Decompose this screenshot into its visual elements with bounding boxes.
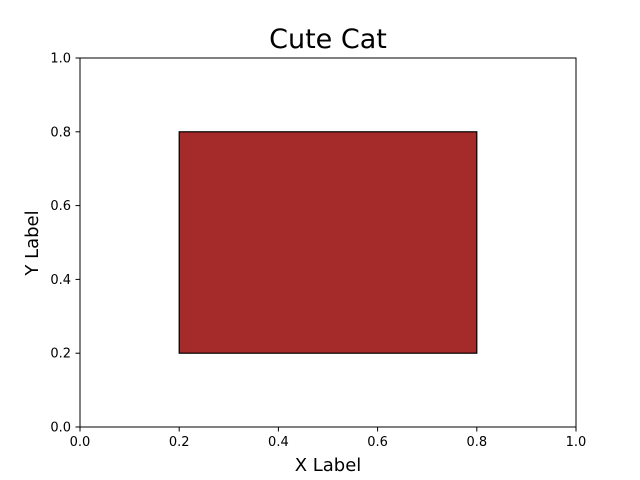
x-axis-label: X Label [295, 455, 362, 476]
y-tick-label: 0.0 [50, 421, 71, 436]
y-tick-label: 0.6 [50, 199, 71, 214]
y-tick-label: 1.0 [50, 52, 71, 67]
y-axis-label: Y Label [22, 210, 43, 276]
x-tick-label: 0.6 [367, 435, 388, 450]
y-tick-label: 0.4 [50, 273, 71, 288]
plot-area: 0.0 0.2 0.4 0.6 0.8 1.0 0.0 0.2 0.4 0.6 0.8 1.0 [50, 52, 586, 451]
axes-frame [79, 57, 577, 428]
chart-title: Cute Cat [269, 24, 387, 55]
x-tick-label: 0.0 [70, 435, 91, 450]
x-tick-label: 1.0 [566, 435, 587, 450]
data-rectangle-0 [178, 131, 478, 354]
y-tick-label: 0.2 [50, 347, 71, 362]
x-tick-label: 0.2 [169, 435, 190, 450]
x-tick-label: 0.4 [268, 435, 289, 450]
x-tick-label: 0.8 [466, 435, 487, 450]
y-tick-label: 0.8 [50, 125, 71, 140]
